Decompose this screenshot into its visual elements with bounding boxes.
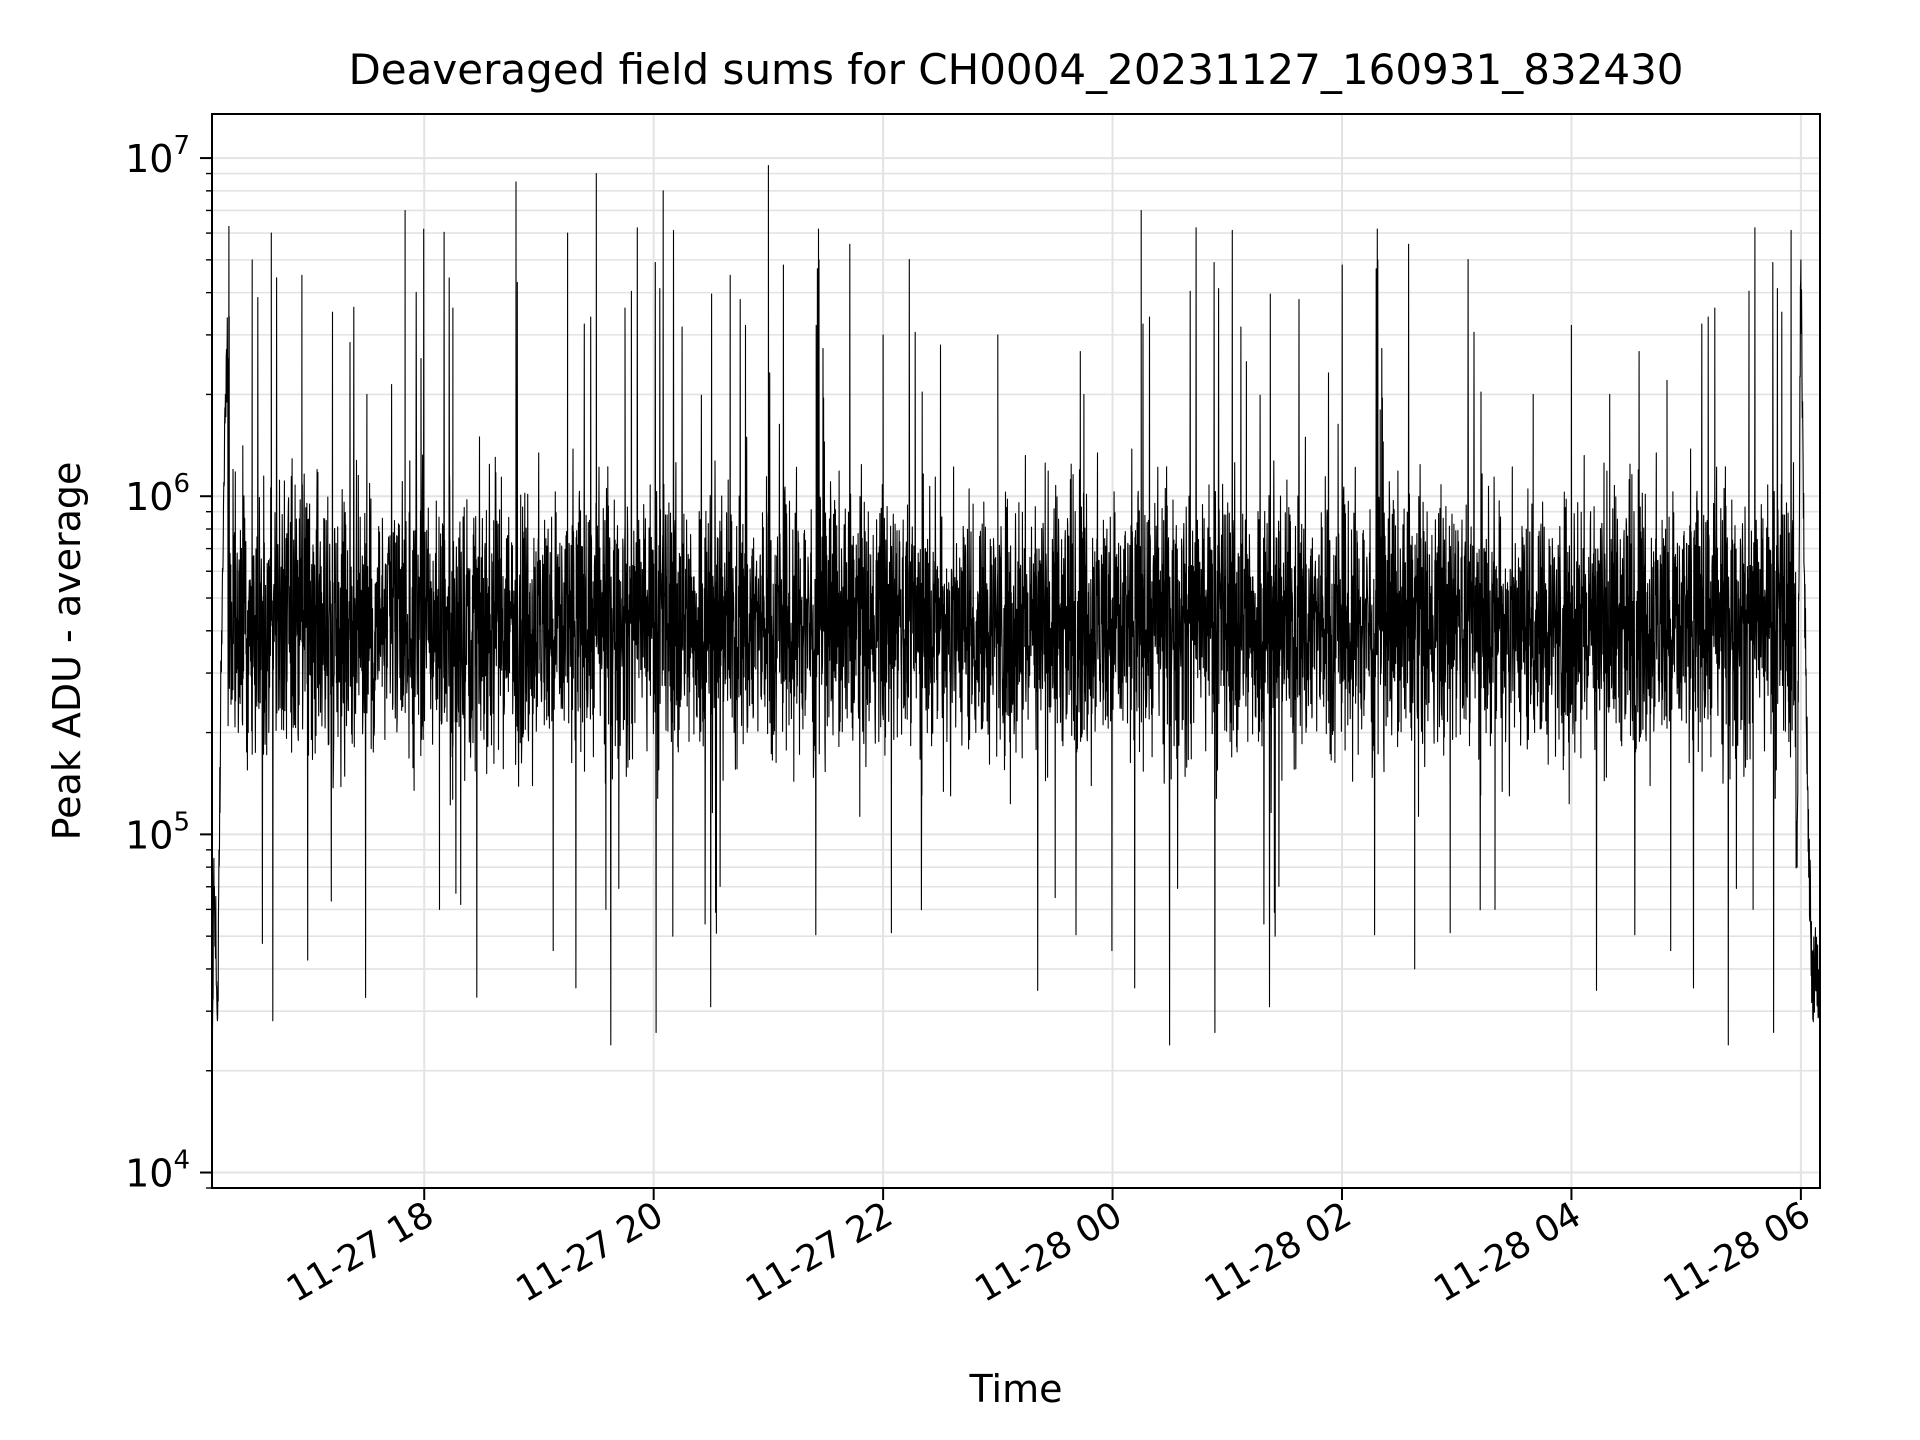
x-axis-label: Time bbox=[969, 1367, 1063, 1411]
chart-title: Deaveraged field sums for CH0004_2023112… bbox=[348, 45, 1683, 94]
y-axis: 104 105 106 107 bbox=[125, 131, 212, 1196]
y-axis-label: Peak ADU - average bbox=[45, 462, 89, 841]
series-line bbox=[211, 165, 1821, 1187]
y-tick-label: 104 bbox=[125, 1146, 190, 1196]
y-tick-label: 107 bbox=[125, 131, 190, 181]
y-tick-label: 105 bbox=[125, 807, 190, 857]
plot-frame bbox=[211, 113, 1821, 1189]
y-tick-label: 106 bbox=[125, 469, 190, 519]
grid-lines bbox=[212, 114, 1820, 1189]
